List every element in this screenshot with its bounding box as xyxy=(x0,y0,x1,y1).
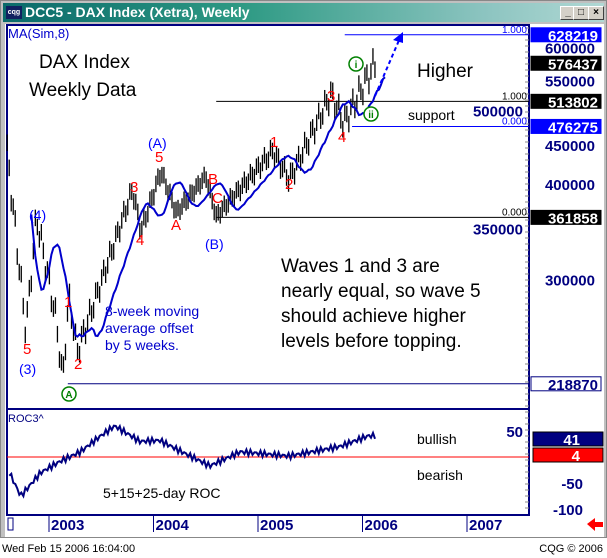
roc-value-tag xyxy=(532,431,604,447)
app-window: cqg DCC5 - DAX Index (Xetra), Weekly _ □… xyxy=(0,0,607,538)
chart-svg: 600000 550000 500000 450000 400000 350000 3000… xyxy=(6,24,604,534)
status-bar: Wed Feb 15 2006 16:04:00 CQG © 2006 xyxy=(0,540,607,558)
wave-circle xyxy=(348,56,364,72)
wave-label: 2 xyxy=(74,356,82,373)
price-tick-label: 550000 xyxy=(545,73,595,90)
wave-label: 1 xyxy=(270,134,278,151)
wave-label-degree: (3) xyxy=(19,361,36,377)
price-tag-value: 513802 xyxy=(548,94,598,111)
price-tick-label: 500000 xyxy=(473,103,523,120)
wave-label-circled: A xyxy=(65,390,72,401)
note-line: levels before topping. xyxy=(281,331,462,352)
wave-circle xyxy=(61,386,77,402)
price-tag-value: 576437 xyxy=(548,56,598,73)
roc-panel xyxy=(6,408,530,516)
ma-note-line: average offset xyxy=(105,320,194,336)
roc-tick-label: -50 xyxy=(561,476,583,493)
fib-label: 1.000 xyxy=(502,91,527,102)
wave-label: 4 xyxy=(136,232,144,249)
wave-label: 1 xyxy=(64,294,72,311)
price-tag xyxy=(530,55,602,71)
wave-label-circled: ii xyxy=(368,110,374,121)
moving-average-line xyxy=(30,76,386,338)
price-tick-label: 400000 xyxy=(545,177,595,194)
chart-area[interactable]: 600000 550000 500000 450000 400000 350000 3000… xyxy=(5,24,604,537)
price-tick-label: 600000 xyxy=(545,40,595,57)
wave-label-degree: (B) xyxy=(205,236,224,252)
note-line: Waves 1 and 3 are xyxy=(281,256,440,277)
wave-label: 2 xyxy=(285,176,293,193)
fib-label: 1.000 xyxy=(502,25,527,36)
scroll-handle[interactable] xyxy=(7,517,14,531)
price-tag-value: 218870 xyxy=(548,377,598,394)
price-tag xyxy=(530,27,602,43)
wave-label-degree: (A) xyxy=(148,135,167,151)
study-label: MA(Sim,8) xyxy=(8,26,69,41)
copyright: CQG © 2006 xyxy=(539,543,603,555)
subtitle-text: Weekly Data xyxy=(29,80,137,101)
ma-note-line: by 5 weeks. xyxy=(105,337,179,353)
wave-label: A xyxy=(171,217,181,234)
fib-label: 0.000 xyxy=(502,116,527,127)
date-tick-label: 2003 xyxy=(51,517,84,534)
bullish-label: bullish xyxy=(417,431,457,447)
higher-label: Higher xyxy=(417,61,474,82)
price-tag xyxy=(530,209,602,225)
date-tick-label: 2005 xyxy=(260,517,293,534)
roc-line xyxy=(8,423,376,499)
date-tick-label: 2007 xyxy=(469,517,502,534)
ma-note-line: 8-week moving xyxy=(105,303,199,319)
roc-tick-label: 50 xyxy=(506,424,523,441)
price-tag xyxy=(530,376,602,392)
wave-label: B xyxy=(208,171,218,188)
wave-label-circled: i xyxy=(355,60,358,71)
price-tag xyxy=(530,118,602,134)
projection-arrow xyxy=(374,37,401,97)
price-tag-value: 476275 xyxy=(548,119,598,136)
roc-tick-label: -100 xyxy=(553,502,583,519)
price-tick-label: 450000 xyxy=(545,138,595,155)
date-tick-label: 2006 xyxy=(365,517,398,534)
roc-study-label: ROC3^ xyxy=(8,413,45,425)
wave-label: 3 xyxy=(130,179,138,196)
roc-value: 41 xyxy=(563,432,580,449)
date-tick-label: 2004 xyxy=(156,517,190,534)
wave-label: 4 xyxy=(338,129,346,146)
price-tag-value: 628219 xyxy=(548,28,598,45)
wave-label: C xyxy=(212,190,223,207)
status-datetime: Wed Feb 15 2006 16:04:00 xyxy=(2,543,136,555)
title-text: DAX Index xyxy=(39,52,130,73)
price-tag xyxy=(530,93,602,109)
price-tick-label: 300000 xyxy=(545,272,595,289)
scroll-right-arrow-icon[interactable] xyxy=(587,518,603,531)
roc-value: 4 xyxy=(572,448,581,465)
price-tick-label: 350000 xyxy=(473,221,523,238)
title-bar: cqg DCC5 - DAX Index (Xetra), Weekly _ □… xyxy=(3,3,604,22)
wave-label: 5 xyxy=(23,341,31,358)
wave-circle xyxy=(363,106,379,122)
roc-value-tag xyxy=(532,447,604,463)
wave-label: 3 xyxy=(327,88,335,105)
support-label: support xyxy=(408,107,455,123)
cqg-logo: cqg xyxy=(6,6,22,19)
roc-description: 5+15+25-day ROC xyxy=(103,485,221,501)
bearish-label: bearish xyxy=(417,467,463,483)
maximize-button[interactable]: □ xyxy=(573,6,589,20)
price-tag-value: 361858 xyxy=(548,210,598,227)
window-title: DCC5 - DAX Index (Xetra), Weekly xyxy=(25,4,250,20)
note-line: nearly equal, so wave 5 xyxy=(281,281,481,302)
wave-label-degree: (4) xyxy=(29,207,46,223)
arrow-head-icon xyxy=(393,32,403,43)
fib-label: 0.000 xyxy=(502,207,527,218)
close-button[interactable]: × xyxy=(588,6,604,20)
note-line: should achieve higher xyxy=(281,306,467,327)
wave-label: 5 xyxy=(155,149,163,166)
